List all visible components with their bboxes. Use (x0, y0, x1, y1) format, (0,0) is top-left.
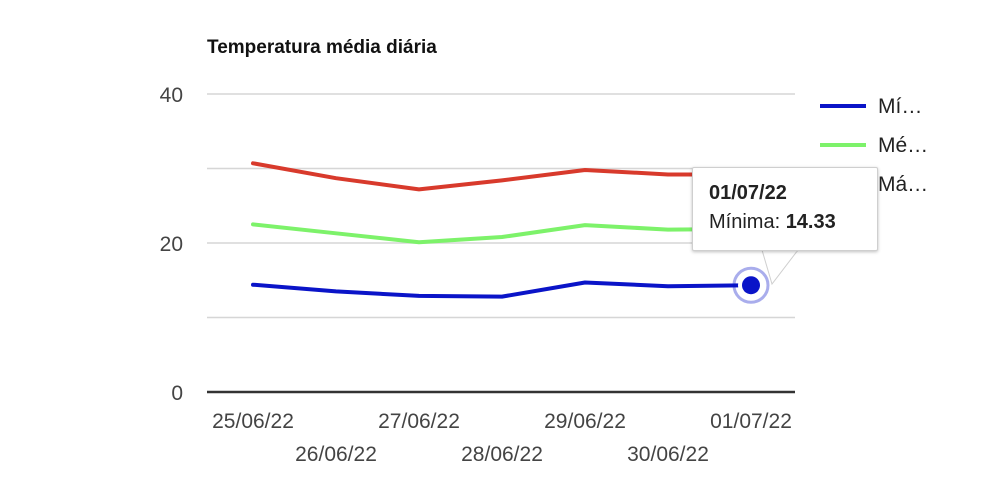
series-line[interactable] (251, 222, 753, 245)
tooltip-value: 14.33 (785, 211, 836, 233)
tooltip-date: 01/07/22 (709, 182, 787, 204)
highlighted-point[interactable] (732, 266, 770, 304)
data-point[interactable] (742, 276, 760, 295)
y-tick-label: 20 (160, 233, 183, 256)
x-tick-label: 01/07/22 (710, 410, 792, 433)
tooltip-series-label: Mínima: (709, 211, 781, 233)
y-axis-ticks: 0 20 40 (160, 84, 183, 405)
legend-label[interactable]: Mí… (878, 95, 922, 118)
x-tick-label: 30/06/22 (627, 443, 709, 466)
point-halo (732, 266, 770, 304)
series-lines (251, 161, 753, 299)
x-axis-ticks: 25/06/2226/06/2227/06/2228/06/2229/06/22… (212, 410, 792, 466)
series-line[interactable] (251, 280, 753, 299)
series-line[interactable] (251, 161, 753, 192)
chart-title: Temperatura média diária (207, 37, 437, 58)
data-tooltip: 01/07/22 Mínima: 14.33 (692, 167, 878, 251)
x-tick-label: 25/06/22 (212, 410, 294, 433)
y-tick-label: 0 (171, 382, 183, 405)
x-tick-label: 27/06/22 (378, 410, 460, 433)
x-tick-label: 28/06/22 (461, 443, 543, 466)
tooltip-pointer (761, 250, 799, 286)
legend-label[interactable]: Má… (878, 173, 928, 196)
x-tick-label: 29/06/22 (544, 410, 626, 433)
legend-label[interactable]: Mé… (878, 134, 928, 157)
tooltip-line: Mínima: 14.33 (709, 206, 877, 238)
x-tick-label: 26/06/22 (295, 443, 377, 466)
y-tick-label: 40 (160, 84, 183, 107)
